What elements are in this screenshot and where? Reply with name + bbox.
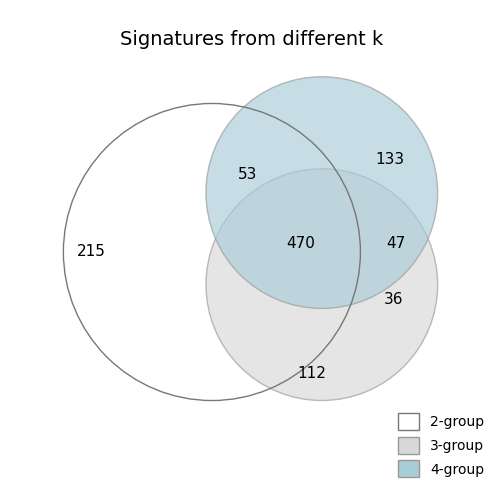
- Text: 215: 215: [77, 244, 106, 260]
- Circle shape: [206, 169, 437, 401]
- Text: 112: 112: [297, 366, 326, 382]
- Legend: 2-group, 3-group, 4-group: 2-group, 3-group, 4-group: [393, 407, 490, 483]
- Title: Signatures from different k: Signatures from different k: [120, 30, 384, 49]
- Text: 36: 36: [384, 292, 403, 307]
- Text: 470: 470: [287, 235, 316, 250]
- Text: 47: 47: [387, 235, 406, 250]
- Circle shape: [206, 77, 437, 308]
- Text: 133: 133: [375, 152, 405, 167]
- Text: 53: 53: [238, 167, 257, 182]
